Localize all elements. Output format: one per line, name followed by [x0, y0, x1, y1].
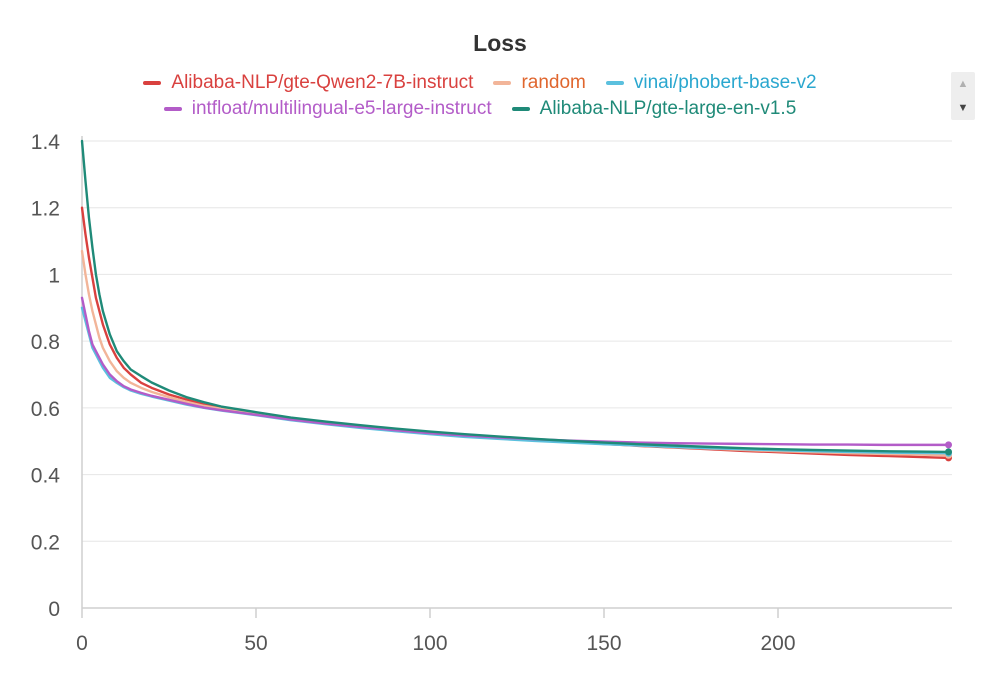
series-end-point-4 — [945, 448, 953, 456]
x-tick-label: 0 — [76, 632, 88, 655]
x-tick-label: 150 — [586, 632, 621, 655]
scroll-up-icon[interactable]: ▲ — [957, 78, 969, 90]
legend-swatch-icon — [511, 107, 530, 111]
y-tick-label: 0.4 — [31, 465, 61, 488]
legend-item-multilingual-e5[interactable]: intfloat/multilingual-e5-large-instruct — [163, 98, 492, 120]
x-tick-label: 100 — [412, 632, 447, 655]
series-line-2 — [80, 306, 950, 455]
series-lines — [80, 139, 953, 462]
y-tick-label: 0 — [48, 598, 60, 621]
y-tick-label: 0.8 — [31, 331, 60, 354]
series-line-0 — [80, 206, 950, 460]
legend-swatch-icon — [493, 81, 512, 85]
series-line-1 — [80, 249, 950, 457]
legend-label: Alibaba-NLP/gte-Qwen2-7B-instruct — [171, 72, 474, 93]
grid — [82, 140, 952, 609]
legend-item-phobert[interactable]: vinai/phobert-base-v2 — [605, 72, 817, 94]
legend-label: intfloat/multilingual-e5-large-instruct — [191, 98, 492, 119]
chart-title: Loss — [473, 30, 527, 56]
series-end-point-3 — [945, 441, 953, 449]
legend-scrollbar[interactable]: ▲ ▼ — [951, 72, 975, 120]
scroll-down-icon[interactable]: ▼ — [957, 102, 969, 114]
x-tick-label: 200 — [760, 632, 795, 655]
legend-item-gte-large[interactable]: Alibaba-NLP/gte-large-en-v1.5 — [511, 98, 797, 120]
legend-swatch-icon — [143, 81, 162, 85]
legend-swatch-icon — [605, 81, 624, 85]
legend-item-random[interactable]: random — [493, 72, 586, 94]
legend-label: vinai/phobert-base-v2 — [633, 72, 817, 93]
y-tick-label: 1.2 — [31, 198, 60, 221]
series-line-4 — [80, 139, 950, 454]
y-tick-label: 1 — [48, 264, 60, 287]
y-tick-label: 1.4 — [31, 131, 61, 154]
legend-item-gte-qwen2[interactable]: Alibaba-NLP/gte-Qwen2-7B-instruct — [143, 72, 473, 94]
axes: 0 0.2 0.4 0.6 0.8 1 1.2 1.4 0 50 100 150 200 — [31, 131, 952, 655]
legend-row: intfloat/multilingual-e5-large-instruct … — [0, 98, 1000, 120]
legend-swatch-icon — [163, 107, 182, 111]
legend-label: random — [521, 72, 586, 93]
legend-label: Alibaba-NLP/gte-large-en-v1.5 — [539, 98, 797, 119]
legend-row: Alibaba-NLP/gte-Qwen2-7B-instruct random… — [0, 72, 1000, 94]
y-tick-label: 0.6 — [31, 398, 60, 421]
x-tick-label: 50 — [244, 632, 267, 655]
y-tick-label: 0.2 — [31, 531, 60, 554]
series-line-3 — [80, 296, 950, 447]
